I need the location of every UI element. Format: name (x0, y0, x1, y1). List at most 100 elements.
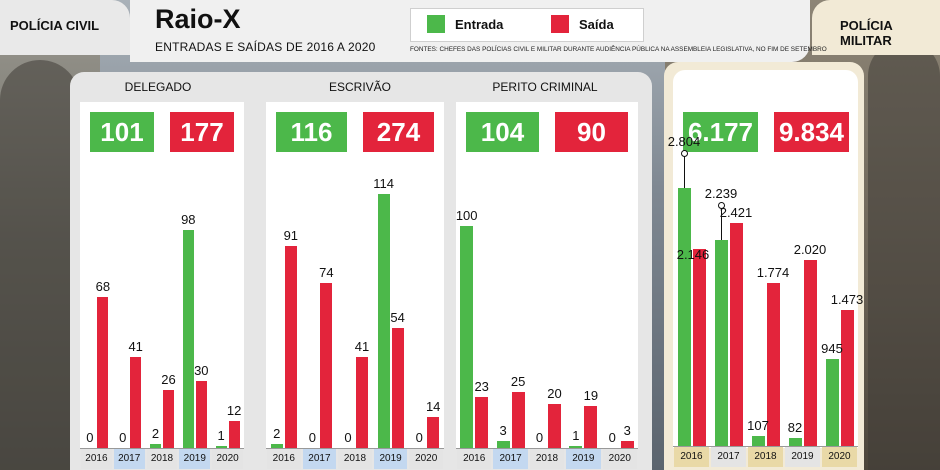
label-entrada-militar-2016: 2.804 (667, 134, 701, 150)
label-entrada-militar-2019: 82 (787, 420, 803, 436)
bar-entrada-militar-2018 (751, 436, 765, 446)
label-saida-delegado-2019: 30 (194, 363, 209, 379)
bar-saida-militar-2019 (803, 260, 817, 446)
label-entrada-escrivao-2019: 114 (373, 176, 394, 192)
total-entrada-militar: 6.177 (683, 112, 758, 152)
year-label-militar-2019: 2019 (785, 447, 820, 467)
label-entrada-perito-2020: 0 (608, 430, 616, 445)
label-entrada-militar-2018: 107 (747, 418, 769, 434)
panel-title-delegado: DELEGADO (124, 80, 192, 94)
bar-saida-escrivao-2020 (427, 416, 440, 448)
label-entrada-delegado-2016: 0 (86, 430, 94, 445)
bar-saida-perito-2018 (548, 403, 561, 448)
label-saida-militar-2018: 1.774 (756, 264, 790, 280)
bar-entrada-militar-2016 (677, 188, 691, 446)
year-label-escrivao-2016: 2016 (267, 449, 301, 469)
label-saida-escrivao-2017: 74 (319, 265, 334, 281)
bar-entrada-delegado-2019 (182, 230, 194, 448)
bar-saida-delegado-2018 (163, 390, 174, 448)
baseline-militar (673, 446, 858, 447)
label-entrada-escrivao-2017: 0 (308, 430, 316, 445)
policia-civil-label: POLÍCIA CIVIL (10, 18, 100, 33)
bar-saida-escrivao-2018 (356, 356, 368, 448)
legend-saida-swatch (551, 15, 569, 33)
policia-militar-label: POLÍCIA MILITAR (840, 18, 893, 48)
total-saida-perito: 90 (555, 112, 628, 152)
label-saida-delegado-2018: 26 (161, 372, 176, 388)
label-saida-perito-2018: 20 (547, 385, 562, 401)
page-subtitle: ENTRADAS E SAÍDAS DE 2016 A 2020 (155, 40, 376, 54)
year-label-perito-2018: 2018 (529, 449, 565, 469)
baseline-perito (456, 448, 638, 449)
label-saida-escrivao-2018: 41 (354, 338, 370, 354)
bar-entrada-militar-2017 (714, 240, 728, 446)
total-entrada-escrivao: 116 (276, 112, 347, 152)
label-entrada-escrivao-2018: 0 (344, 430, 352, 445)
year-label-escrivao-2018: 2018 (338, 449, 372, 469)
panel-title-perito: PERITO CRIMINAL (492, 80, 598, 94)
year-label-militar-2018: 2018 (748, 447, 783, 467)
label-saida-perito-2016: 23 (474, 378, 489, 394)
label-saida-delegado-2017: 41 (128, 338, 143, 354)
legend-saida-label: Saída (579, 17, 614, 32)
label-leader-militar-2016 (684, 154, 685, 189)
label-saida-delegado-2016: 68 (95, 278, 111, 294)
label-saida-militar-2017: 2.421 (719, 205, 753, 221)
bar-entrada-escrivao-2016 (270, 443, 283, 448)
label-entrada-delegado-2018: 2 (151, 425, 160, 441)
bar-entrada-militar-2019 (788, 438, 802, 446)
bar-saida-delegado-2020 (228, 421, 240, 448)
bar-entrada-escrivao-2019 (377, 194, 390, 448)
bar-saida-militar-2017 (729, 223, 743, 446)
year-label-delegado-2019: 2019 (179, 449, 211, 469)
year-label-militar-2017: 2017 (711, 447, 746, 467)
bar-saida-delegado-2019 (195, 381, 207, 448)
baseline-escrivao (266, 448, 444, 449)
bar-entrada-militar-2020 (825, 359, 839, 446)
baseline-delegado (80, 448, 244, 449)
bar-entrada-perito-2017 (496, 441, 510, 448)
bar-saida-perito-2019 (584, 405, 598, 448)
total-entrada-delegado: 101 (90, 112, 154, 152)
total-saida-escrivao: 274 (363, 112, 434, 152)
label-entrada-escrivao-2020: 0 (415, 430, 423, 445)
label-entrada-delegado-2019: 98 (181, 212, 196, 228)
bar-saida-escrivao-2017 (320, 283, 333, 448)
bar-entrada-perito-2019 (569, 445, 583, 448)
bar-saida-delegado-2017 (130, 356, 142, 448)
bar-saida-militar-2018 (766, 282, 780, 446)
label-entrada-perito-2018: 0 (535, 430, 544, 445)
label-dot-militar-2016 (681, 150, 688, 158)
year-label-escrivao-2020: 2020 (409, 449, 443, 469)
bar-entrada-perito-2016 (460, 225, 474, 448)
year-label-delegado-2018: 2018 (146, 449, 178, 469)
year-label-escrivao-2017: 2017 (302, 449, 337, 469)
label-saida-militar-2019: 2.020 (793, 242, 827, 258)
year-label-delegado-2016: 2016 (81, 449, 112, 469)
label-entrada-perito-2016: 100 (455, 207, 478, 223)
bar-saida-militar-2020 (840, 310, 854, 446)
bar-saida-escrivao-2019 (391, 327, 404, 448)
label-saida-militar-2020: 1.473 (830, 292, 864, 308)
total-saida-militar: 9.834 (774, 112, 849, 152)
policia-civil-tab: POLÍCIA CIVIL (0, 0, 130, 55)
bar-saida-militar-2016 (692, 248, 706, 446)
label-saida-escrivao-2019: 54 (390, 309, 405, 325)
policia-militar-tab: POLÍCIA MILITAR (812, 0, 940, 55)
bar-entrada-delegado-2020 (215, 445, 227, 448)
source-note: FONTES: CHEFES DAS POLÍCIAS CIVIL E MILI… (410, 46, 827, 53)
label-entrada-militar-2020: 945 (821, 341, 843, 357)
page-title: Raio-X (155, 4, 241, 34)
total-saida-delegado: 177 (170, 112, 234, 152)
year-label-militar-2020: 2020 (822, 447, 857, 467)
label-entrada-delegado-2020: 1 (217, 427, 225, 443)
label-leader-militar-2017 (721, 206, 722, 240)
label-saida-perito-2019: 19 (583, 387, 599, 403)
bar-saida-perito-2020 (620, 441, 634, 448)
bar-saida-escrivao-2016 (284, 245, 297, 448)
year-label-escrivao-2019: 2019 (373, 449, 408, 469)
legend-entrada-swatch (427, 15, 445, 33)
military-officer-silhouette (868, 40, 940, 470)
label-dot-militar-2017 (718, 202, 725, 209)
label-saida-escrivao-2016: 91 (283, 227, 299, 243)
